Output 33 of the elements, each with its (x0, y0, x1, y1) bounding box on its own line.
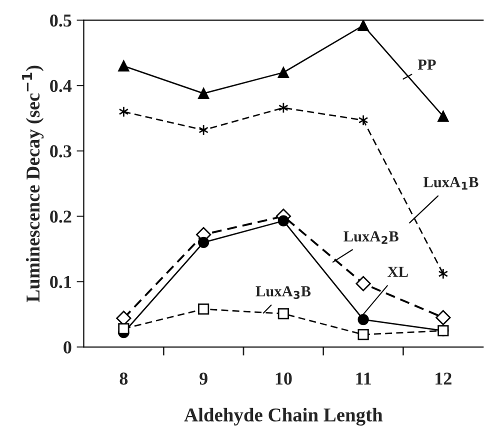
x-axis-title: Aldehyde Chain Length (184, 408, 383, 426)
y-tick-label: 0.2 (50, 210, 72, 223)
series-label: LuxA$_{1}$B (423, 177, 478, 190)
point (278, 66, 289, 78)
point (118, 323, 130, 334)
x-tick-label: 10 (276, 372, 292, 385)
point (278, 215, 289, 226)
point (198, 124, 208, 136)
x-tick-label: 12 (436, 372, 452, 385)
point (358, 314, 369, 326)
y-tick-label: 0.3 (50, 145, 72, 158)
point (198, 304, 210, 315)
point (438, 110, 449, 122)
point (358, 20, 369, 31)
series-label: LuxA$_{3}$B (256, 286, 311, 299)
y-tick-label: 0.5 (50, 14, 72, 27)
series-label: LuxA$_{2}$B (344, 231, 398, 244)
y-axis-title: Luminescence Decay (sec$^{−1}$) (22, 66, 44, 302)
series-label: PP (418, 60, 436, 70)
x-tick-label: 9 (200, 372, 208, 385)
y-tick-label: 0.1 (50, 276, 72, 288)
point (118, 60, 130, 72)
point (356, 276, 371, 292)
x-tick-label: 11 (356, 372, 371, 385)
point (358, 329, 369, 340)
y-tick-label: 0 (64, 341, 72, 354)
point (278, 308, 289, 320)
x-tick-label: 8 (120, 372, 128, 385)
point (436, 310, 451, 326)
point (198, 236, 210, 248)
text: XL (388, 266, 408, 277)
point (198, 88, 210, 99)
y-tick-label: 0.4 (50, 80, 72, 92)
